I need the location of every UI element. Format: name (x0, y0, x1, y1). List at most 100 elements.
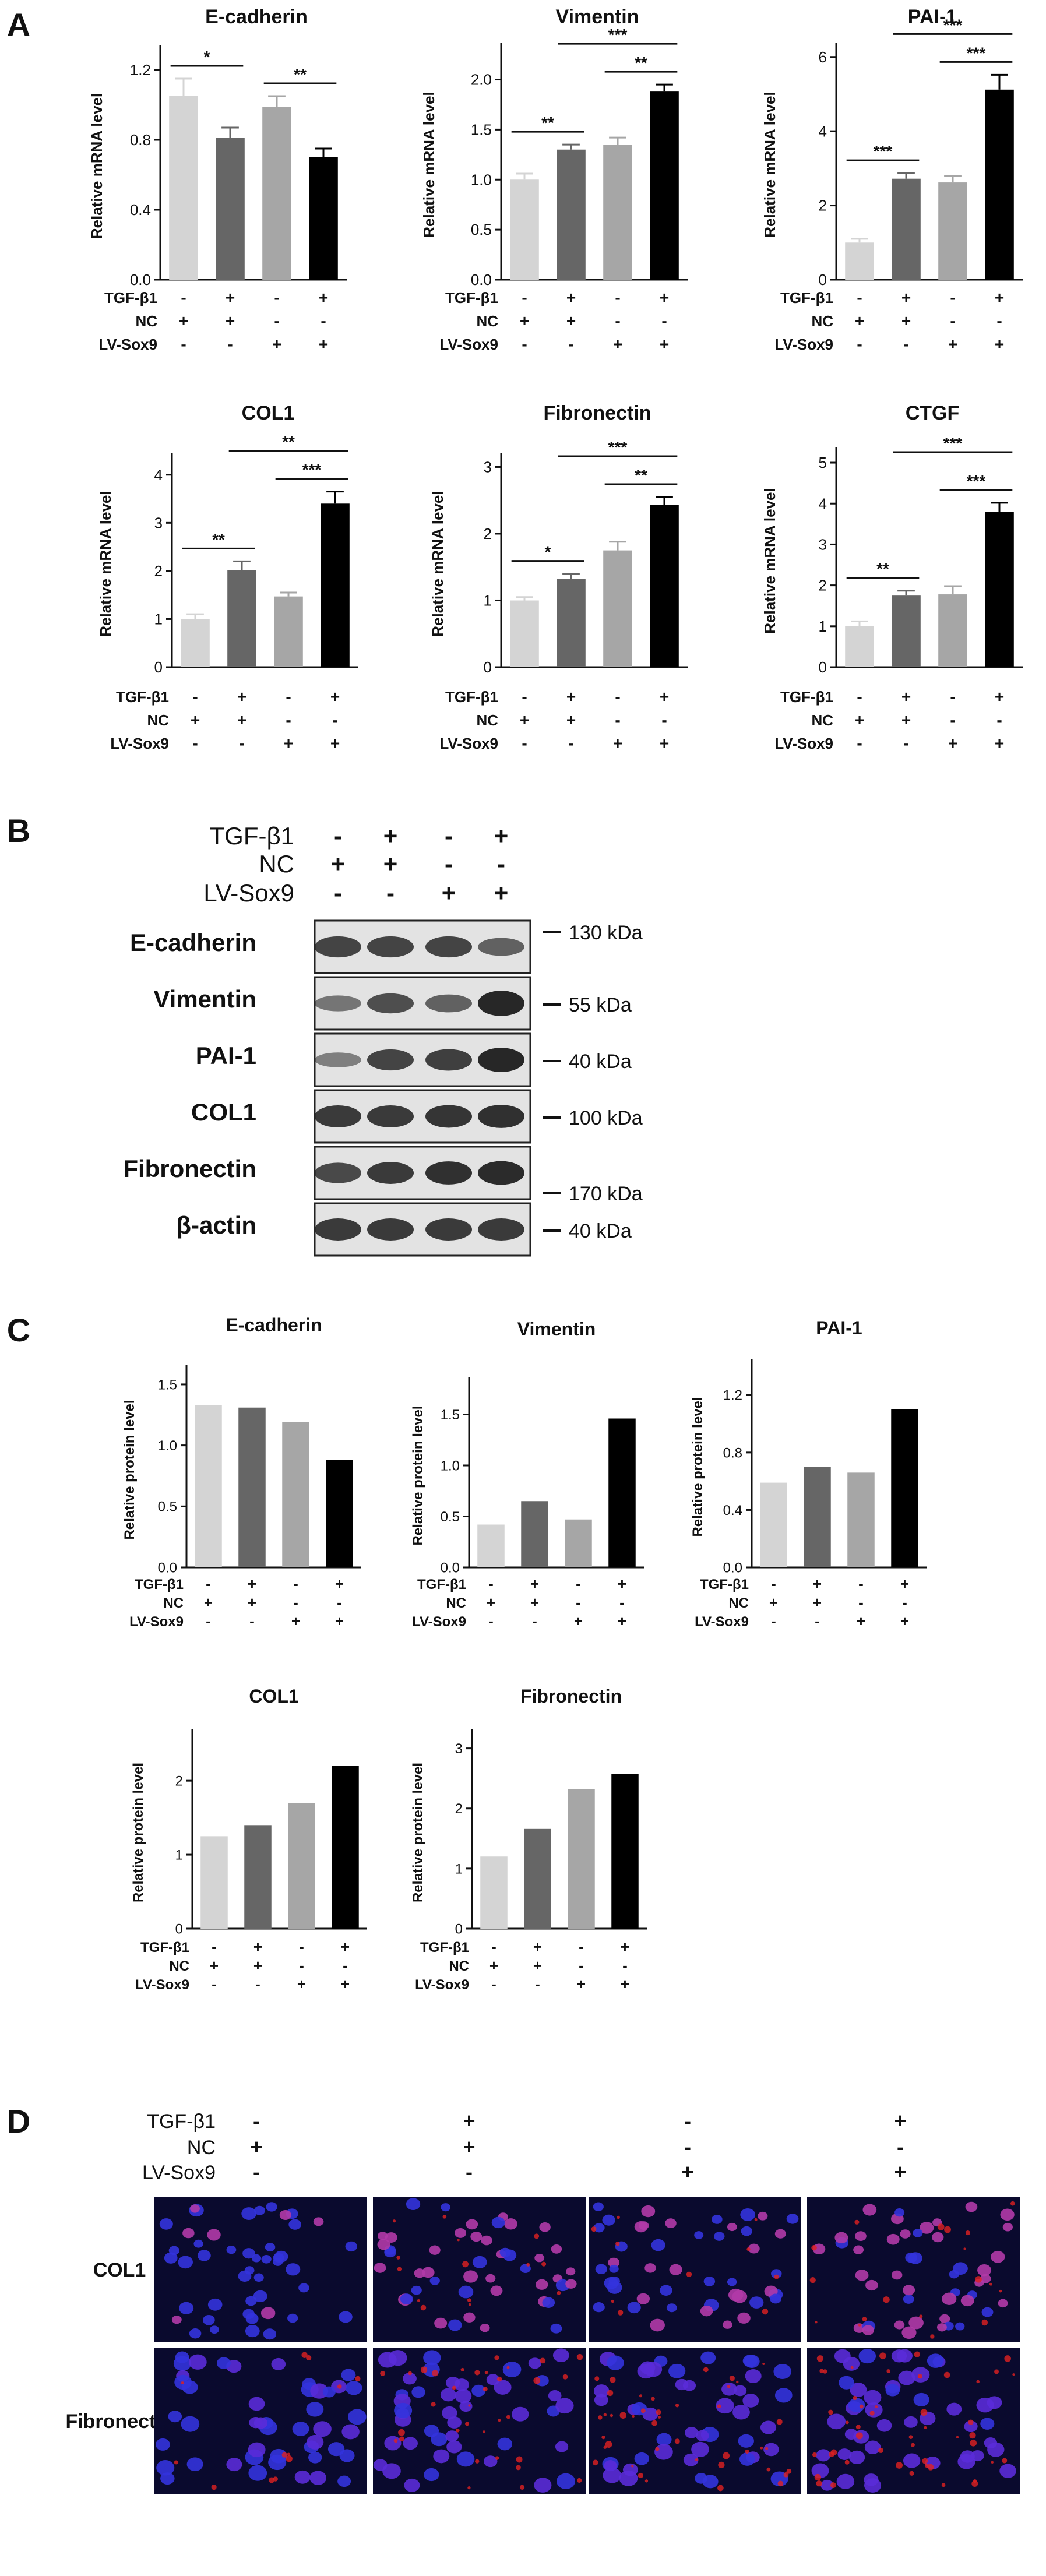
if-stain-spot (494, 2355, 499, 2360)
condition-sign: + (660, 688, 669, 706)
blot-band (478, 991, 524, 1016)
if-condition-sign: + (463, 2109, 475, 2133)
if-stain-spot (845, 2420, 849, 2425)
if-stain-spot (269, 2477, 275, 2483)
y-tick-label: 0 (819, 271, 827, 288)
if-stain-spot (610, 2377, 616, 2383)
if-stain-spot (969, 2432, 976, 2439)
significance-label: *** (874, 142, 893, 160)
condition-sign: - (181, 335, 186, 353)
molecular-weight-marker: 55 kDa (569, 994, 632, 1016)
if-nucleus (622, 2463, 638, 2476)
if-stain-spot (783, 2472, 789, 2478)
condition-sign: - (771, 1575, 776, 1592)
if-nucleus (226, 2458, 242, 2472)
if-nucleus (904, 2416, 918, 2428)
if-stain-spot (970, 2439, 977, 2447)
blot-protein-label: Vimentin (153, 985, 256, 1013)
if-nucleus (552, 2348, 569, 2363)
y-axis-label: Relative mRNA level (761, 488, 779, 633)
if-stain-spot (922, 2458, 928, 2464)
if-condition-sign: + (463, 2135, 475, 2159)
if-stain-spot (417, 2299, 420, 2302)
bar (282, 1422, 309, 1567)
y-tick-label: 0 (154, 658, 163, 676)
blot-condition-sign: + (442, 879, 456, 907)
if-stain-spot (944, 2226, 951, 2233)
if-condition-sign: - (684, 2109, 691, 2133)
y-axis-label: Relative mRNA level (429, 491, 446, 636)
if-stain-spot (576, 2353, 583, 2360)
y-tick-label: 0 (175, 1921, 183, 1937)
if-nucleus (429, 2276, 440, 2285)
significance-label: *** (943, 16, 963, 34)
condition-label: LV-Sox9 (110, 735, 169, 752)
chart-title: PAI-1 (908, 6, 957, 28)
condition-sign: - (858, 1594, 864, 1611)
if-nucleus (245, 2313, 259, 2324)
if-nucleus (898, 2370, 915, 2385)
bar (181, 619, 210, 667)
if-nucleus (207, 2298, 223, 2311)
if-nucleus (245, 2324, 260, 2338)
if-nucleus (248, 2442, 266, 2458)
bar (557, 149, 586, 280)
blot-condition-sign: + (331, 850, 346, 878)
if-nucleus (403, 2373, 417, 2385)
if-nucleus (602, 2214, 615, 2226)
if-nucleus (341, 2369, 356, 2381)
condition-sign: - (286, 711, 291, 729)
blot-band (367, 1049, 414, 1071)
condition-sign: + (566, 711, 576, 729)
if-nucleus (864, 2478, 882, 2493)
bar (760, 1482, 787, 1567)
chart-title: Fibronectin (520, 1686, 622, 1707)
if-nucleus (894, 2320, 905, 2330)
condition-sign: + (769, 1594, 778, 1611)
condition-sign: + (566, 688, 576, 706)
if-nucleus (388, 2350, 407, 2366)
if-stain-spot (971, 2480, 978, 2487)
condition-sign: - (192, 688, 198, 706)
significance-label: *** (608, 438, 628, 456)
if-nucleus (455, 2389, 472, 2404)
bar (565, 1519, 592, 1567)
molecular-weight-marker: 40 kDa (569, 1051, 632, 1073)
if-stain-spot (727, 2384, 731, 2388)
blot-condition-sign: + (494, 879, 509, 907)
condition-sign: + (297, 1975, 306, 1993)
condition-label: NC (476, 312, 498, 330)
if-stain-spot (965, 2230, 970, 2236)
if-stain-spot (869, 2411, 875, 2416)
if-nucleus (749, 2296, 764, 2309)
if-stain-spot (475, 2459, 480, 2464)
if-stain-spot (862, 2317, 867, 2322)
if-stain-spot (617, 2215, 620, 2219)
if-nucleus (644, 2263, 656, 2273)
if-nucleus (548, 2390, 562, 2402)
if-nucleus (248, 2465, 267, 2481)
y-tick-label: 1.5 (441, 1407, 460, 1423)
if-nucleus (850, 2383, 867, 2397)
if-nucleus (542, 2297, 555, 2308)
if-nucleus (472, 2256, 487, 2268)
if-stain-spot (397, 2267, 402, 2271)
chart-title: E-cadherin (226, 1315, 322, 1335)
significance-label: ** (635, 466, 647, 484)
if-stain-spot (516, 2465, 521, 2471)
condition-sign: + (566, 312, 576, 330)
if-nucleus (491, 2216, 505, 2229)
y-tick-label: 1.0 (471, 171, 492, 188)
if-nucleus (298, 2283, 309, 2293)
if-image-background (589, 2197, 801, 2342)
if-stain-spot (465, 2422, 470, 2426)
if-nucleus (253, 2273, 264, 2282)
condition-sign: + (335, 1575, 344, 1592)
if-nucleus (266, 2202, 277, 2212)
if-stain-spot (816, 2480, 822, 2487)
if-nucleus (159, 2218, 173, 2230)
if-nucleus (714, 2232, 725, 2241)
if-nucleus (512, 2406, 529, 2422)
